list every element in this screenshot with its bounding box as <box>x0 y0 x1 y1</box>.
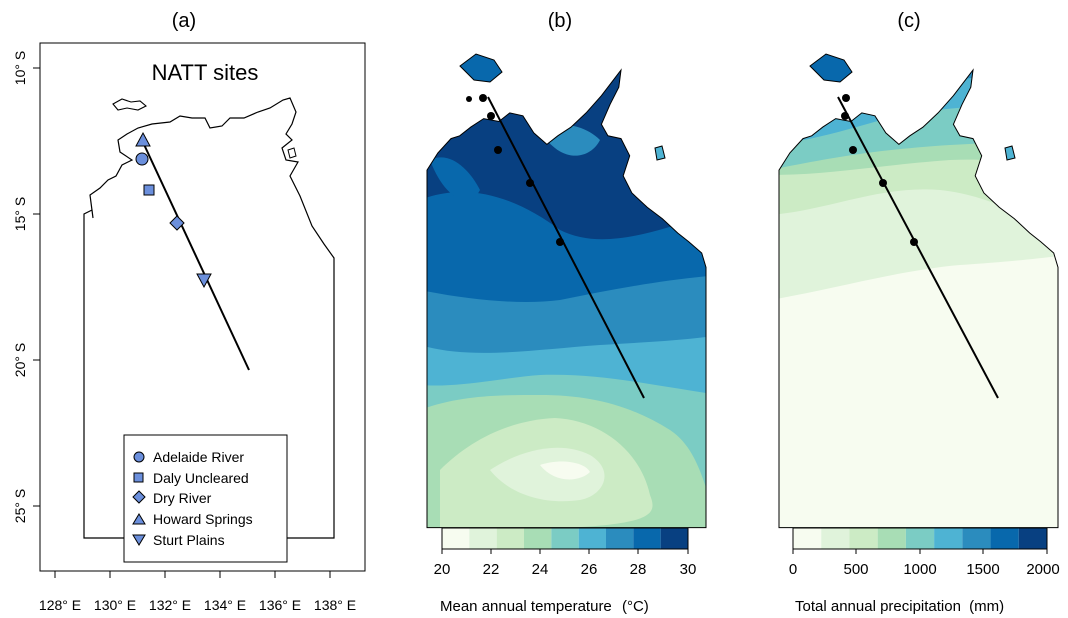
temperature-colorbar-frame <box>441 527 689 550</box>
lon-tick-130: 130° E <box>94 597 136 613</box>
precipitation-colorbar-swatch <box>849 528 878 549</box>
lat-tick-15: 15° S <box>12 197 28 231</box>
site-adelaide-river <box>135 152 149 166</box>
transect-line-c <box>837 96 999 399</box>
transect-line-b <box>487 96 645 399</box>
precipitation-colorbar-ticks: 0 500 1000 1500 2000 <box>789 549 1060 578</box>
precipitation-colorbar-swatch <box>821 528 850 549</box>
panel-a-map: NATT sites Adelaide River Daly Uncleared… <box>12 42 366 613</box>
sites-legend: Adelaide River Daly Uncleared Dry River … <box>123 434 288 563</box>
panel-c-label: (c) <box>897 10 920 32</box>
site-point-b-3 <box>494 146 502 154</box>
lat-tick-20: 20° S <box>12 343 28 377</box>
legend-label-sturt: Sturt Plains <box>153 532 225 548</box>
site-point-c-4 <box>879 179 887 187</box>
legend-square-icon <box>133 472 144 483</box>
legend-label-dry: Dry River <box>153 490 212 506</box>
temperature-colorbar-swatch <box>442 528 470 549</box>
temperature-colorbar-label: Mean annual temperature (°C) <box>440 598 649 615</box>
lat-tick-10: 10° S <box>12 51 28 85</box>
nt-boundary-b <box>426 68 707 529</box>
precipitation-raster <box>779 70 1058 528</box>
precipitation-colorbar-label: Total annual precipitation (mm) <box>795 598 1004 615</box>
temp-tick-20: 20 <box>434 561 451 578</box>
precipitation-colorbar-swatch <box>905 528 935 549</box>
tiwi-islands-c <box>809 53 853 83</box>
legend-label-adelaide: Adelaide River <box>153 449 244 465</box>
legend-box <box>123 434 288 563</box>
site-dry-river <box>169 215 185 231</box>
nt-boundary <box>83 97 335 539</box>
tiwi-islands-b <box>459 53 503 83</box>
precip-tick-1000: 1000 <box>903 561 936 578</box>
site-daly-uncleared <box>143 184 155 196</box>
site-sturt-plains <box>196 273 212 289</box>
legend-diamond-icon <box>132 490 146 504</box>
site-point-b-1 <box>479 94 487 102</box>
site-point-b-4 <box>526 179 534 187</box>
temp-tick-26: 26 <box>581 561 598 578</box>
panel-a-title: NATT sites <box>152 60 259 85</box>
temperature-raster <box>427 70 706 528</box>
panel-b-label: (b) <box>548 10 572 32</box>
lat-tick-25: 25° S <box>12 489 28 523</box>
transect-line <box>140 137 250 371</box>
temperature-colorbar-swatch <box>524 528 552 549</box>
lon-tick-138: 138° E <box>314 597 356 613</box>
site-point-b-6 <box>466 96 472 102</box>
lon-tick-134: 134° E <box>204 597 246 613</box>
groote-eylandt-c <box>1004 145 1016 161</box>
temperature-colorbar-swatch <box>551 528 579 549</box>
precipitation-colorbar-swatch <box>934 528 963 549</box>
lon-axis: 128° E 130° E 132° E 134° E 136° E 138° … <box>39 570 356 613</box>
site-point-b-2 <box>487 112 495 120</box>
temperature-colorbar-swatch <box>496 528 524 549</box>
temperature-colorbar-swatch <box>578 528 606 549</box>
precip-tick-500: 500 <box>843 561 868 578</box>
precipitation-colorbar-swatch <box>990 528 1019 549</box>
legend-circle-icon <box>133 451 145 463</box>
legend-label-howard: Howard Springs <box>153 511 253 527</box>
temperature-colorbar-swatch <box>633 528 661 549</box>
site-point-c-5 <box>910 238 918 246</box>
groote-eylandt-b <box>654 145 666 161</box>
legend-label-daly: Daly Uncleared <box>153 470 249 486</box>
temp-tick-24: 24 <box>532 561 549 578</box>
temp-tick-28: 28 <box>630 561 647 578</box>
groote-eylandt <box>287 147 297 159</box>
lon-tick-136: 136° E <box>259 597 301 613</box>
temp-tick-22: 22 <box>483 561 500 578</box>
lat-axis: 10° S 15° S 20° S 25° S <box>12 51 41 523</box>
precipitation-colorbar-swatch <box>1018 528 1047 549</box>
temperature-colorbar-ticks: 20 22 24 26 28 30 <box>434 549 697 578</box>
panel-a-label: (a) <box>172 10 196 32</box>
precip-tick-0: 0 <box>789 561 797 578</box>
precipitation-colorbar-swatch <box>962 528 991 549</box>
site-point-c-1 <box>842 94 850 102</box>
panel-c-map: 0 500 1000 1500 2000 Total annual precip… <box>778 53 1060 615</box>
tiwi-islands <box>112 98 147 111</box>
site-point-b-5 <box>556 238 564 246</box>
panel-b-map: 20 22 24 26 28 30 Mean annual temperatur… <box>426 53 707 615</box>
nt-boundary-c <box>778 68 1059 529</box>
temperature-colorbar <box>441 527 689 550</box>
precipitation-colorbar-swatch <box>793 528 822 549</box>
temp-tick-30: 30 <box>680 561 697 578</box>
lon-tick-132: 132° E <box>149 597 191 613</box>
site-point-c-2 <box>841 112 849 120</box>
site-point-c-3 <box>849 146 857 154</box>
precip-tick-1500: 1500 <box>966 561 999 578</box>
temperature-colorbar-swatch <box>606 528 634 549</box>
precipitation-colorbar-swatch <box>877 528 906 549</box>
legend-triangle-up-icon <box>132 513 146 525</box>
precip-tick-2000: 2000 <box>1026 561 1059 578</box>
precipitation-colorbar <box>792 527 1048 550</box>
legend-triangle-down-icon <box>132 534 146 546</box>
lon-tick-128: 128° E <box>39 597 81 613</box>
temperature-colorbar-swatch <box>660 528 688 549</box>
site-howard-springs <box>135 131 151 147</box>
temperature-colorbar-swatch <box>469 528 497 549</box>
